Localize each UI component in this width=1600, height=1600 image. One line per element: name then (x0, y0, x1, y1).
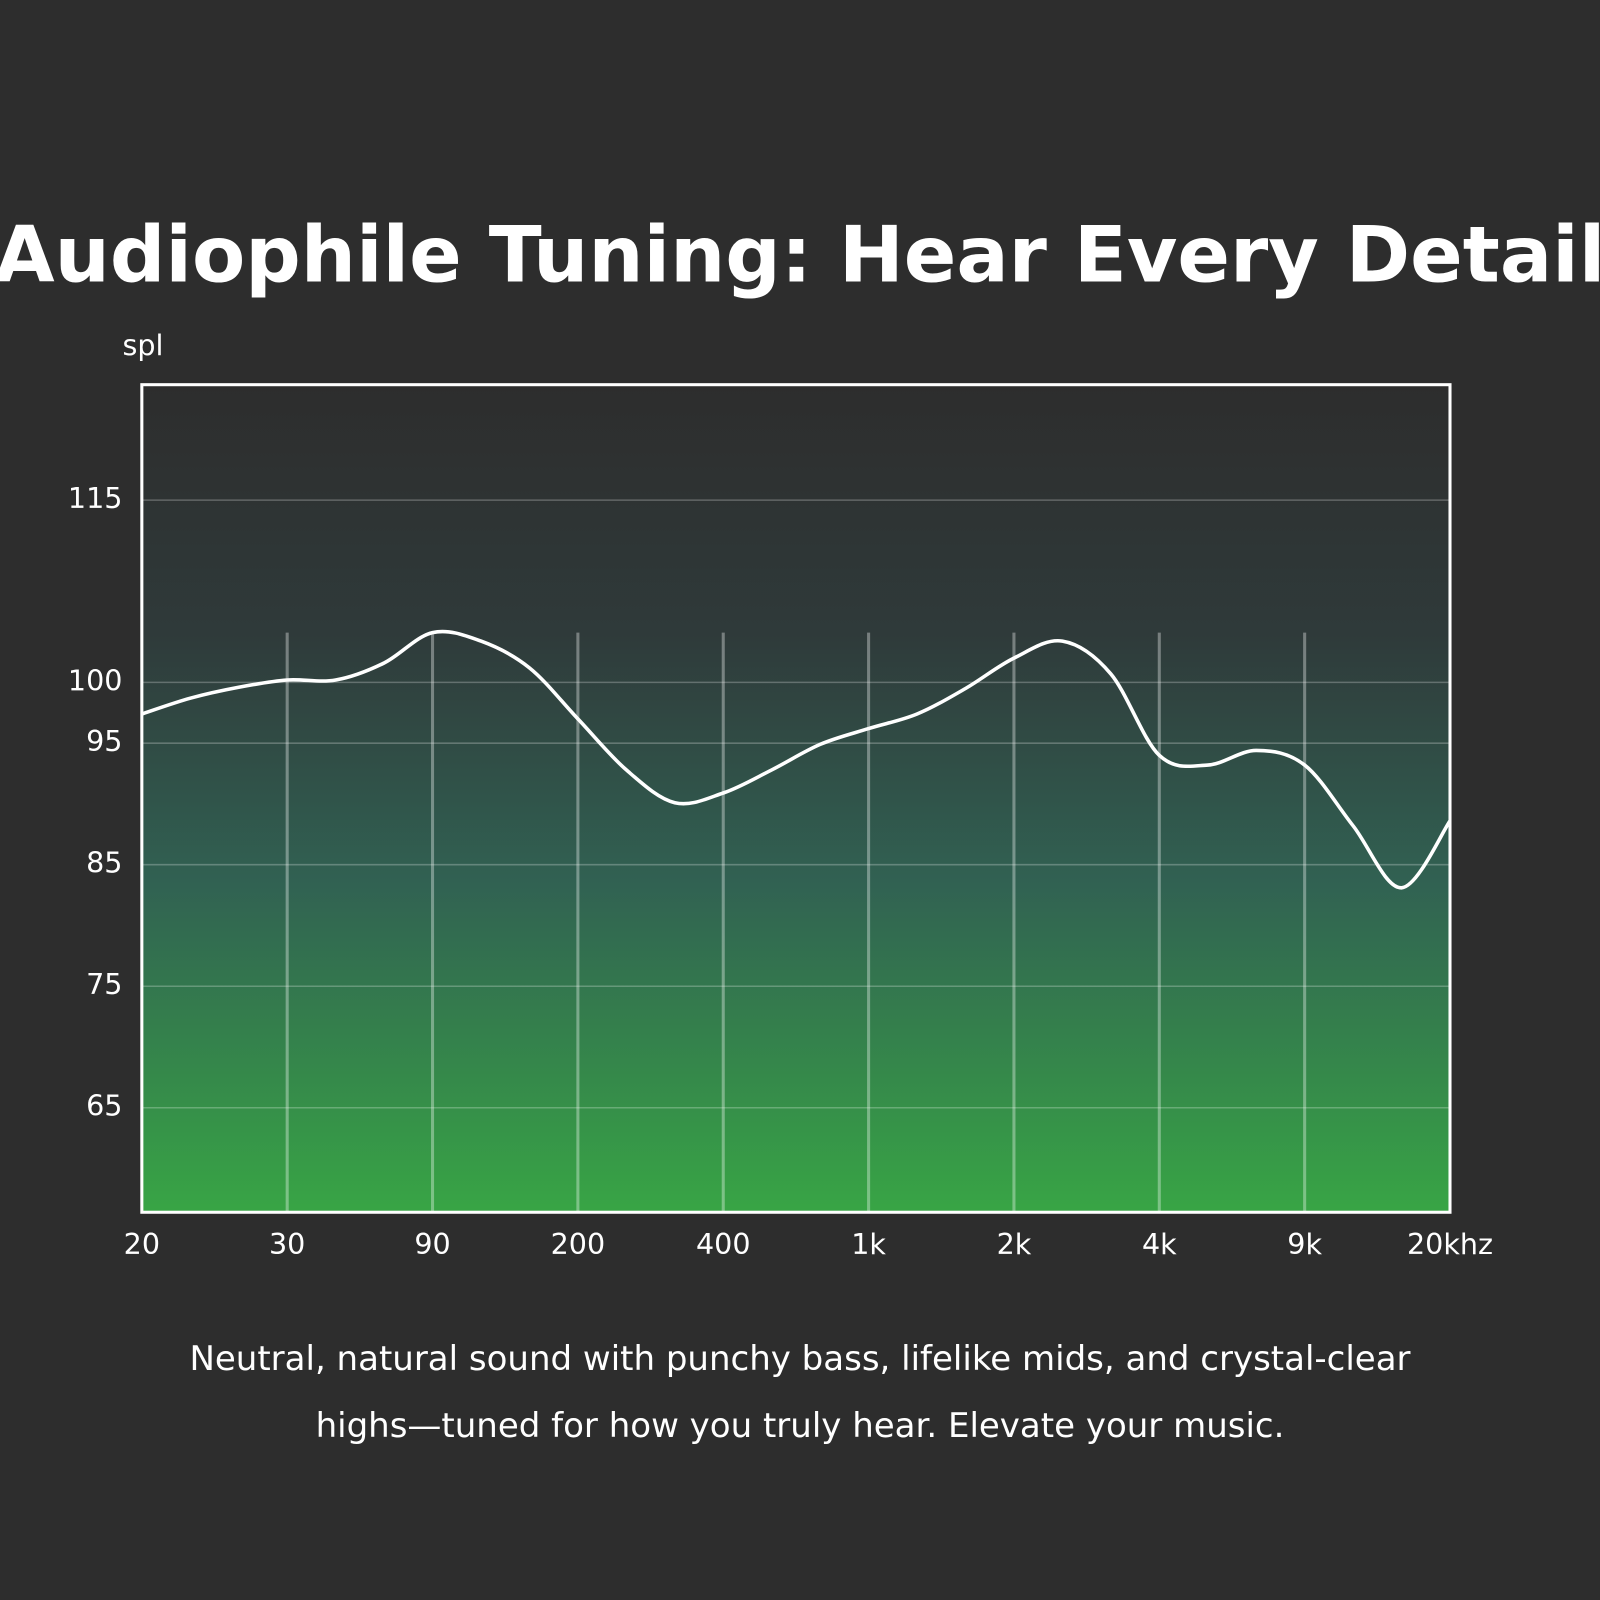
description: Neutral, natural sound with punchy bass,… (189, 1339, 1411, 1446)
plot-area (141, 384, 1451, 1213)
y-tick-label: 85 (86, 846, 122, 880)
x-tick-label: 1k (851, 1227, 886, 1261)
y-tick-label: 65 (86, 1089, 122, 1123)
x-tick-label: 90 (414, 1227, 450, 1261)
x-tick-label: 30 (269, 1227, 305, 1261)
x-tick-label: 2k (997, 1227, 1032, 1261)
x-tick-label: 9k (1287, 1227, 1322, 1261)
x-tick-label: 4k (1142, 1227, 1177, 1261)
y-tick-label: 75 (86, 967, 122, 1001)
x-tick-label: 200 (551, 1227, 606, 1261)
plot-border (140, 383, 1452, 1214)
y-axis-label: spl (122, 328, 163, 362)
y-tick-label: 115 (68, 481, 123, 515)
y-tick-label: 100 (68, 663, 123, 697)
response-line (141, 629, 1452, 890)
x-tick-label: 20 (124, 1227, 160, 1261)
y-tick-label: 95 (86, 724, 122, 758)
x-tick-label: 400 (696, 1227, 751, 1261)
chart-title: Audiophile Tuning: Hear Every Detail (0, 211, 1600, 301)
x-tick-label: 20khz (1407, 1227, 1493, 1261)
